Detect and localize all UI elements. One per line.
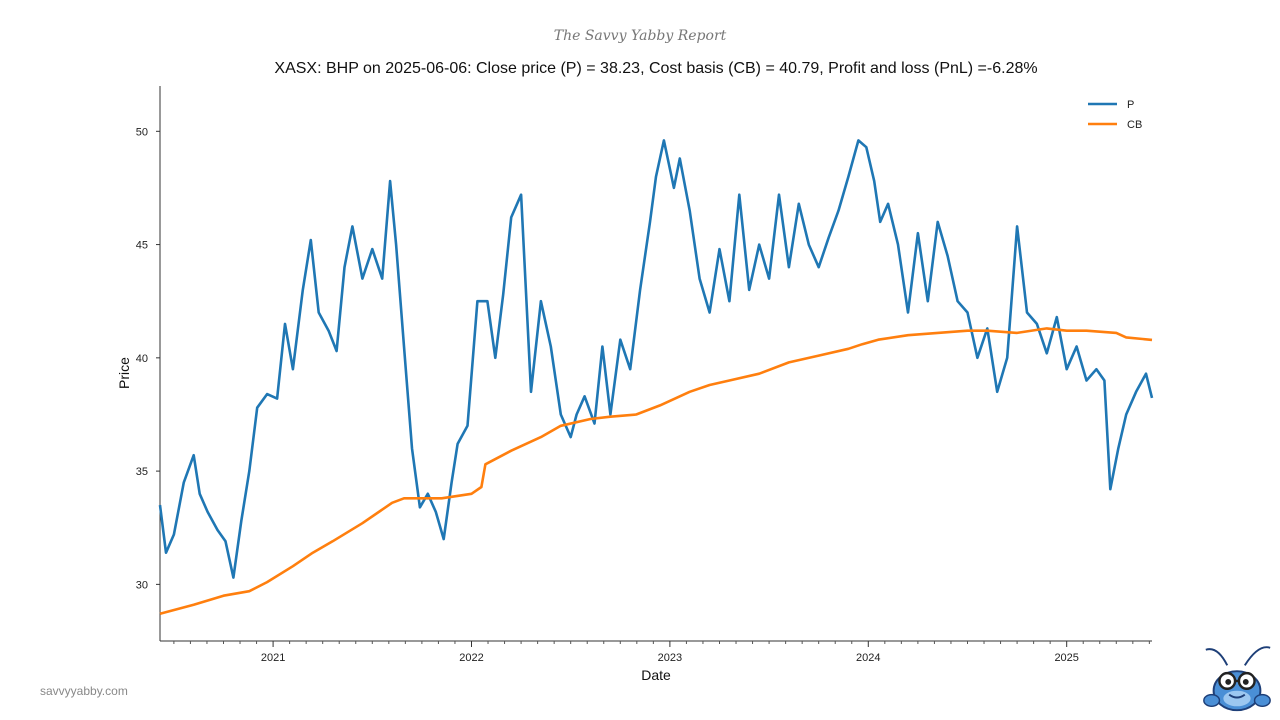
x-axis-label: Date: [641, 667, 671, 683]
chart-title: XASX: BHP on 2025-06-06: Close price (P)…: [274, 60, 1038, 77]
legend-label-cb: CB: [1127, 119, 1142, 131]
legend: P CB: [1088, 99, 1142, 131]
cost-basis-series-line: [159, 327, 1153, 616]
x-tick-label: 2025: [1054, 652, 1078, 664]
y-tick-label: 40: [136, 353, 148, 365]
y-tick-label: 45: [136, 240, 148, 252]
x-tick-label: 2022: [459, 652, 483, 664]
price-series-line: [158, 139, 1154, 579]
x-tick-label: 2024: [856, 652, 880, 664]
series-group: [158, 139, 1154, 616]
x-tick-label: 2023: [658, 652, 682, 664]
axes: 30 35 40 45 50 2021 2022 2023 2024 2025: [136, 86, 1152, 664]
website-link[interactable]: savvyyabby.com: [40, 684, 128, 698]
y-tick-label: 30: [136, 579, 148, 591]
legend-label-p: P: [1127, 99, 1134, 111]
y-tick-label: 35: [136, 466, 148, 478]
brand-title: The Savvy Yabby Report: [553, 28, 727, 44]
y-tick-label: 50: [136, 126, 148, 138]
x-tick-label: 2021: [261, 652, 285, 664]
yabby-mascot-logo: [1203, 646, 1271, 712]
